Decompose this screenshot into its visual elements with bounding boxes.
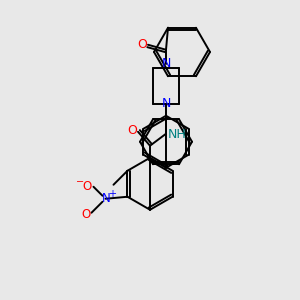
Text: N: N	[102, 192, 111, 205]
Text: O: O	[137, 38, 147, 51]
Text: +: +	[109, 189, 116, 199]
Text: O: O	[82, 208, 91, 221]
Text: N: N	[161, 57, 171, 70]
Text: NH: NH	[168, 128, 186, 141]
Text: O: O	[83, 180, 92, 193]
Text: N: N	[161, 97, 171, 110]
Text: O: O	[127, 124, 137, 137]
Text: −: −	[76, 177, 85, 187]
